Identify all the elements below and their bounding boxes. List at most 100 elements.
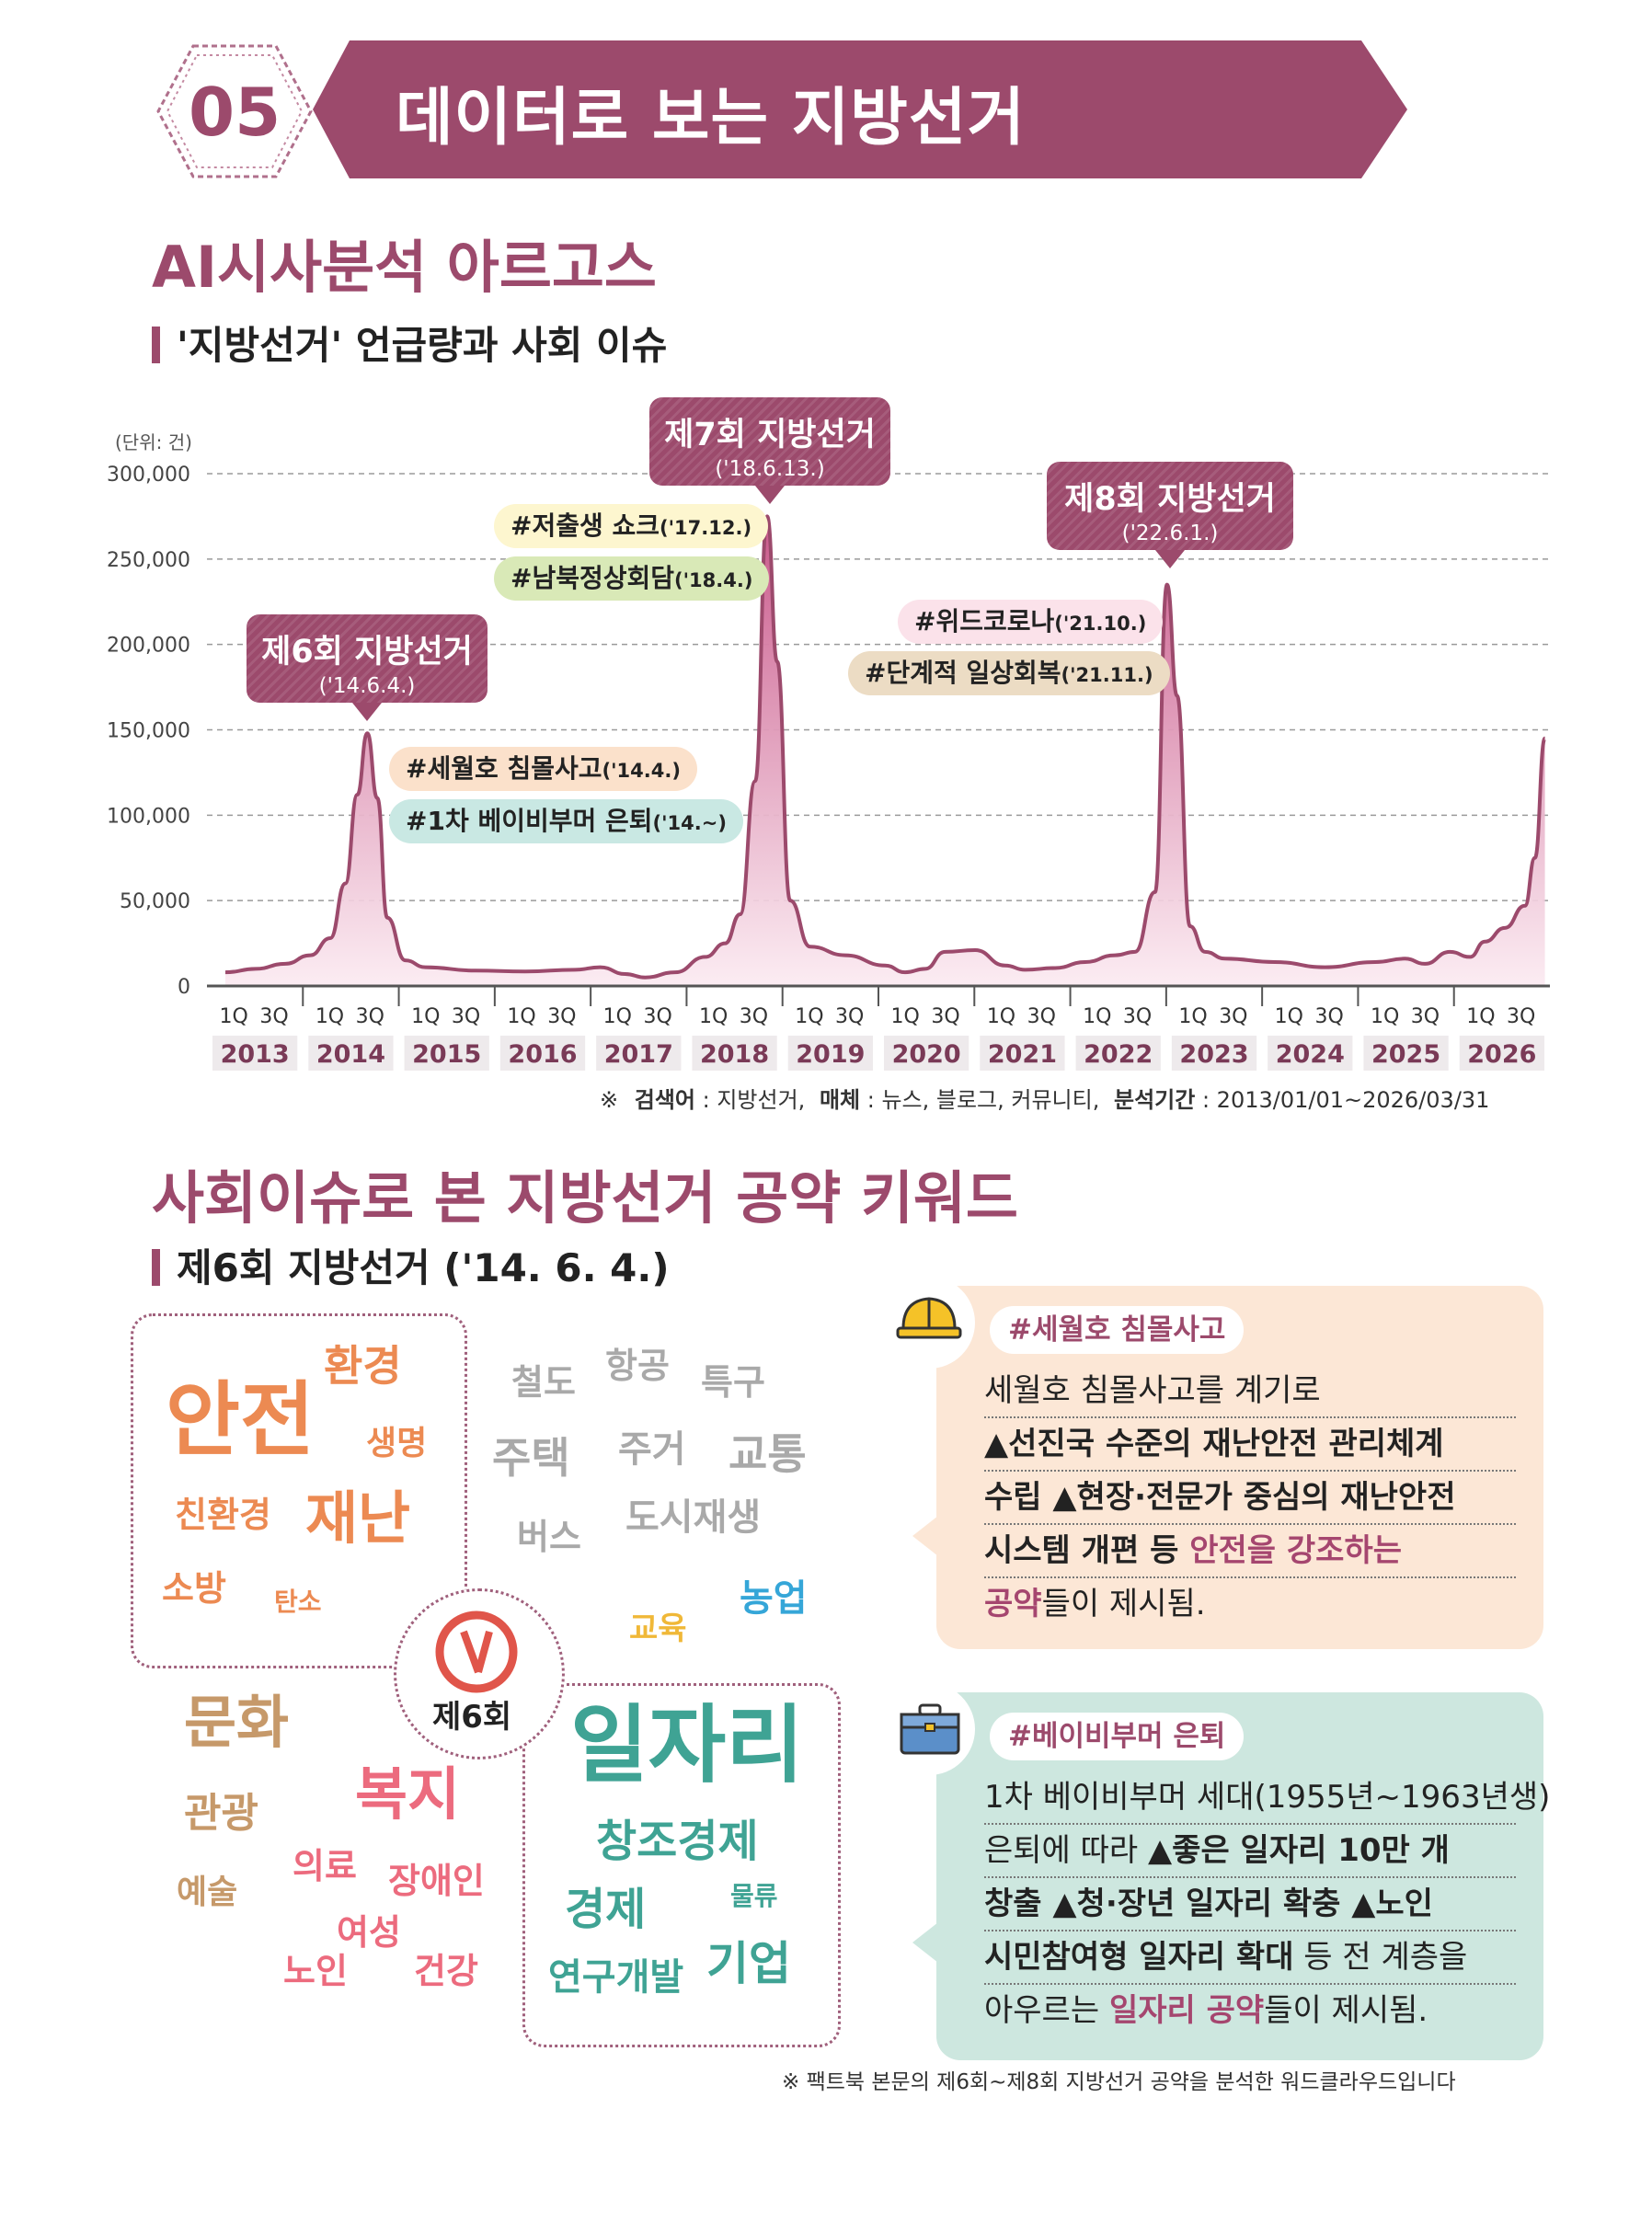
wordcloud-word: 친환경 bbox=[175, 1495, 271, 1535]
y-tick-label: 250,000 bbox=[107, 549, 190, 572]
issue-tag-date: ('14.~) bbox=[652, 812, 727, 834]
card-line-highlight: 안전을 강조하는 bbox=[1189, 1532, 1402, 1569]
subtitle-bar bbox=[152, 1249, 160, 1286]
election-label-7th: 제7회 지방선거 ('18.6.13.) bbox=[649, 397, 890, 504]
quarter-tick-label: 1Q bbox=[315, 1005, 344, 1028]
quarter-tick-label: 1Q bbox=[1083, 1005, 1111, 1028]
year-tick-label: 2016 bbox=[508, 1040, 577, 1069]
card-line-text: 아우르는 bbox=[984, 1992, 1109, 2029]
quarter-tick-label: 1Q bbox=[507, 1005, 535, 1028]
note-label-media: 매체 bbox=[819, 1087, 861, 1113]
year-tick-label: 2013 bbox=[221, 1040, 290, 1069]
issue-tag-text: #세월호 침몰사고 bbox=[406, 753, 602, 784]
year-label-bg bbox=[1171, 1036, 1257, 1071]
issue-tag-text: #단계적 일상회복 bbox=[865, 658, 1061, 688]
wordcloud-word: 철도 bbox=[511, 1362, 576, 1403]
issue-tag-summit: #남북정상회담('18.4.) bbox=[494, 556, 770, 601]
year-label-bg bbox=[1459, 1036, 1544, 1071]
election-label-title: 제6회 지방선거 bbox=[261, 634, 473, 670]
card-line-text: 들이 제시됨. bbox=[1041, 1586, 1206, 1622]
wordcloud-word: 주택 bbox=[492, 1433, 570, 1483]
election-label-8th: 제8회 지방선거 ('22.6.1.) bbox=[1047, 462, 1293, 568]
note-mark: ※ bbox=[600, 1087, 619, 1113]
election-label-date: ('22.6.1.) bbox=[1121, 522, 1219, 545]
wordcloud-word: 농업 bbox=[740, 1577, 808, 1620]
quarter-tick-label: 3Q bbox=[1027, 1005, 1056, 1028]
election-label-pointer bbox=[1155, 550, 1185, 568]
wordcloud-word: 환경 bbox=[324, 1341, 402, 1391]
card-tag-sewol: #세월호 침몰사고 bbox=[990, 1306, 1245, 1354]
year-label-bg bbox=[1075, 1036, 1161, 1071]
quarter-tick-label: 1Q bbox=[1371, 1005, 1399, 1028]
subtitle-bar bbox=[152, 327, 160, 363]
y-tick-label: 50,000 bbox=[120, 890, 190, 913]
card-line-text: 들이 제시됨. bbox=[1264, 1992, 1428, 2029]
quarter-tick-label: 1Q bbox=[220, 1005, 248, 1028]
wordcloud-word: 물류 bbox=[730, 1881, 778, 1911]
year-tick-label: 2026 bbox=[1467, 1040, 1536, 1069]
footer-note: ※ 팩트북 본문의 제6회~제8회 지방선거 공약을 분석한 워드클라우드입니다 bbox=[782, 2070, 1456, 2094]
issue-tag-low-birth: #저출생 쇼크('17.12.) bbox=[494, 504, 769, 548]
wordcloud-word: 예술 bbox=[177, 1874, 238, 1911]
issue-tag-date: ('18.4.) bbox=[674, 569, 753, 591]
section-number-badge bbox=[156, 44, 313, 178]
card-line-bold: ▲선진국 수준의 재난안전 관리체계 bbox=[984, 1426, 1444, 1462]
issue-tag-withcorona: #위드코로나('21.10.) bbox=[898, 600, 1164, 644]
series-line bbox=[224, 514, 1547, 980]
year-label-bg bbox=[404, 1036, 489, 1071]
part2-subtitle: 제6회 지방선거 ('14. 6. 4.) bbox=[152, 1237, 670, 1293]
wordcloud-word: 창조경제 bbox=[596, 1816, 759, 1867]
issue-tag-date: ('21.11.) bbox=[1061, 664, 1153, 686]
quarter-tick-label: 3Q bbox=[1219, 1005, 1247, 1028]
issue-tag-babyboomer: #1차 베이비부머 은퇴('14.~) bbox=[389, 799, 743, 843]
wordcloud-word: 도시재생 bbox=[625, 1496, 762, 1539]
quarter-tick-label: 1Q bbox=[699, 1005, 728, 1028]
note-label-period: 분석기간 bbox=[1114, 1087, 1196, 1113]
wordcloud-word: 의료 bbox=[293, 1846, 357, 1886]
quarter-tick-label: 1Q bbox=[795, 1005, 823, 1028]
year-label-bg bbox=[212, 1036, 298, 1071]
issue-tag-text: #위드코로나 bbox=[914, 606, 1055, 636]
year-label-bg bbox=[308, 1036, 394, 1071]
ballot-stamp-icon bbox=[435, 1610, 518, 1693]
quarter-tick-label: 1Q bbox=[411, 1005, 440, 1028]
part2-subtitle-text: 제6회 지방선거 ('14. 6. 4.) bbox=[177, 1245, 670, 1290]
issue-tag-date: ('14.4.) bbox=[602, 760, 681, 782]
card-line: 공약들이 제시됨. bbox=[984, 1578, 1516, 1630]
section-number: 05 bbox=[189, 74, 281, 151]
card-line: 수립 ▲현장·전문가 중심의 재난안전 bbox=[984, 1472, 1516, 1525]
mentions-area-chart: 300,000 250,000 200,000 150,000 100,000 50,00… bbox=[107, 464, 1550, 1071]
wordcloud-word: 교육 bbox=[629, 1610, 687, 1647]
quarter-tick-label: 1Q bbox=[891, 1005, 920, 1028]
issue-tag-date: ('17.12.) bbox=[660, 517, 752, 539]
quarter-tick-label: 3Q bbox=[356, 1005, 384, 1028]
card-line-bold: ▲좋은 일자리 10만 개 bbox=[1148, 1832, 1450, 1869]
wordcloud-word: 소방 bbox=[162, 1568, 226, 1609]
y-tick-label: 200,000 bbox=[107, 635, 190, 658]
year-tick-label: 2020 bbox=[892, 1040, 961, 1069]
wordcloud-word: 노인 bbox=[283, 1951, 348, 1991]
year-label-bg bbox=[1363, 1036, 1449, 1071]
quarter-tick-label: 1Q bbox=[1275, 1005, 1303, 1028]
issue-tag-date: ('21.10.) bbox=[1054, 613, 1147, 635]
quarter-tick-label: 3Q bbox=[547, 1005, 576, 1028]
wordcloud-word: 문화 bbox=[184, 1689, 290, 1756]
year-tick-label: 2017 bbox=[604, 1040, 673, 1069]
card-line: 은퇴에 따라 ▲좋은 일자리 10만 개 bbox=[984, 1825, 1516, 1878]
year-tick-label: 2021 bbox=[988, 1040, 1057, 1069]
quarter-tick-label: 3Q bbox=[452, 1005, 480, 1028]
card-tag-babyboomer: #베이비부머 은퇴 bbox=[990, 1713, 1245, 1760]
election-label-date: ('14.6.4.) bbox=[318, 674, 416, 698]
quarter-tick-label: 1Q bbox=[1466, 1005, 1495, 1028]
year-label-bg bbox=[1268, 1036, 1353, 1071]
note-value-keyword: : 지방선거, bbox=[702, 1087, 806, 1113]
wordcloud-word: 생명 bbox=[366, 1425, 428, 1462]
y-tick-label: 150,000 bbox=[107, 720, 190, 743]
year-label-bg bbox=[884, 1036, 969, 1071]
quarter-tick-label: 3Q bbox=[643, 1005, 671, 1028]
wordcloud-word: 관광 bbox=[184, 1790, 258, 1837]
card-bubble-tail bbox=[912, 1922, 938, 1963]
year-tick-label: 2018 bbox=[700, 1040, 769, 1069]
wordcloud-word: 버스 bbox=[517, 1517, 581, 1557]
year-label-bg bbox=[692, 1036, 777, 1071]
